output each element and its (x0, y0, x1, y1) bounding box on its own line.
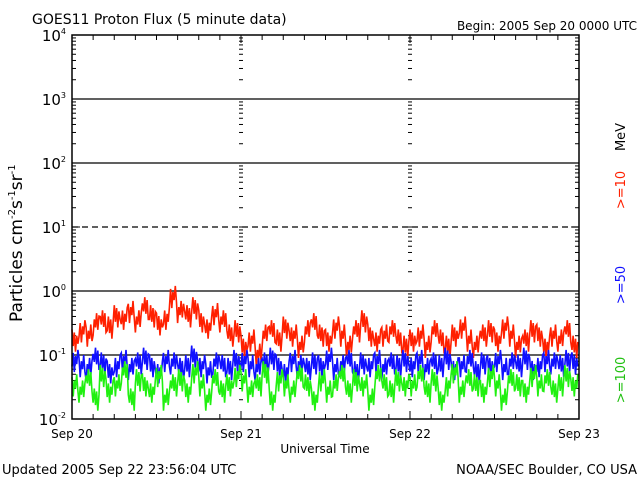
legend-ge10: >=10 (614, 171, 629, 209)
y-tick-label: 101 (42, 219, 66, 237)
begin-label: Begin: 2005 Sep 20 0000 UTC (457, 19, 637, 33)
credit-label: NOAA/SEC Boulder, CO USA (456, 463, 637, 478)
y-tick-label: 10-2 (39, 411, 66, 429)
x-axis-label: Universal Time (280, 442, 369, 456)
legend-ge100: >=100 (614, 357, 629, 404)
x-tick-labels: Sep 20 Sep 21 Sep 22 Sep 23 (51, 427, 600, 441)
y-axis-label: Particles cm-2s-1sr-1 (7, 164, 27, 322)
x-tick-label: Sep 23 (558, 427, 600, 441)
grid-lines (72, 98, 579, 356)
data-series (71, 285, 579, 411)
legend-units: MeV (614, 123, 629, 151)
chart-title: GOES11 Proton Flux (5 minute data) (32, 12, 287, 28)
y-tick-label: 103 (42, 91, 66, 109)
plot-frame (71, 34, 580, 420)
x-tick-label: Sep 22 (389, 427, 431, 441)
updated-timestamp: Updated 2005 Sep 22 23:56:04 UTC (2, 463, 236, 478)
series-line-ge100 (71, 361, 579, 411)
y-tick-label: 10-1 (39, 347, 66, 365)
legend-ge50: >=50 (614, 266, 629, 304)
y-tick-labels: 104 103 102 101 100 10-1 10-2 (39, 27, 66, 429)
y-tick-label: 100 (42, 283, 66, 301)
y-tick-label: 102 (42, 155, 66, 173)
x-tick-label: Sep 21 (220, 427, 262, 441)
y-tick-label: 104 (42, 27, 66, 45)
series-line-ge10 (71, 285, 579, 366)
x-tick-label: Sep 20 (51, 427, 93, 441)
